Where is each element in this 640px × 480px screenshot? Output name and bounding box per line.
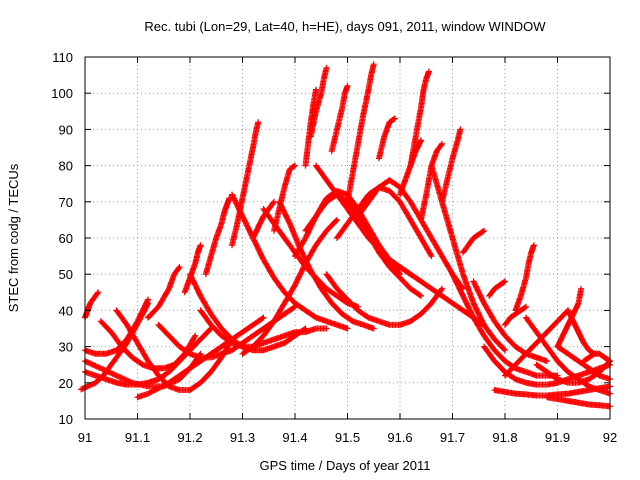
series-27: [323, 271, 445, 328]
y-tick-label: 100: [51, 86, 73, 101]
plus-markers: [554, 343, 613, 383]
plus-markers: [460, 227, 487, 256]
x-tick-label: 91.5: [335, 430, 360, 445]
y-tick-label: 110: [52, 50, 73, 65]
series-23: [307, 64, 330, 140]
data-points: [78, 61, 613, 410]
series-52: [554, 343, 613, 383]
y-tick-label: 20: [59, 376, 73, 391]
x-tick-label: 91.8: [492, 430, 517, 445]
series-9: [155, 303, 298, 361]
plus-markers: [134, 314, 267, 401]
series-53: [580, 350, 613, 365]
series-50: [544, 394, 613, 410]
y-tick-label: 80: [59, 159, 73, 174]
y-tick-label: 60: [59, 231, 73, 246]
x-tick-label: 91.9: [545, 430, 570, 445]
series-7: [134, 314, 267, 401]
chart-title: Rec. tubi (Lon=29, Lat=40, h=HE), days 0…: [144, 19, 546, 34]
series-14: [229, 119, 262, 249]
series-38: [460, 227, 487, 256]
plus-markers: [523, 314, 613, 397]
series-51: [565, 307, 598, 357]
plus-markers: [307, 64, 330, 140]
plus-markers: [145, 264, 183, 321]
x-tick-label: 91: [78, 430, 92, 445]
series-15: [229, 191, 351, 332]
plus-markers: [449, 271, 561, 379]
series-39: [449, 271, 561, 379]
x-tick-label: 91.4: [282, 430, 307, 445]
y-tick-labels: 10 20 30 40 50 60 70 80 90 100 110: [51, 50, 73, 427]
plus-markers: [565, 307, 598, 357]
plus-markers: [202, 195, 233, 278]
x-axis-label: GPS time / Days of year 2011: [260, 458, 431, 473]
plus-markers: [428, 162, 508, 354]
plus-markers: [229, 119, 262, 249]
series-12: [202, 195, 233, 278]
x-tick-label: 92: [603, 430, 617, 445]
x-tick-label: 91.1: [125, 430, 150, 445]
series-30: [376, 115, 398, 162]
plus-markers: [376, 115, 398, 162]
y-tick-label: 90: [59, 122, 73, 137]
series-26: [328, 83, 351, 155]
series-44: [512, 242, 537, 314]
series-43: [502, 303, 529, 328]
y-tick-label: 30: [59, 340, 73, 355]
axis-ticks: [84, 56, 611, 420]
x-tick-label: 91.6: [387, 430, 412, 445]
plus-markers: [486, 278, 508, 299]
plus-markers: [580, 350, 613, 365]
y-axis-label: STEC from codg / TECUs: [6, 163, 21, 312]
plus-markers: [502, 303, 529, 328]
series-8: [145, 264, 183, 321]
series-41: [486, 278, 508, 299]
y-tick-label: 40: [59, 303, 73, 318]
series-28: [344, 61, 377, 205]
x-tick-label: 91.3: [230, 430, 255, 445]
plus-markers: [155, 303, 298, 361]
y-tick-label: 50: [59, 267, 73, 282]
series-34: [407, 68, 432, 169]
series-20: [276, 198, 377, 332]
series-37: [428, 162, 508, 354]
series-47: [523, 314, 613, 397]
plus-markers: [344, 61, 377, 205]
y-tick-label: 70: [59, 195, 73, 210]
plus-markers: [323, 271, 445, 328]
plus-markers: [328, 83, 351, 155]
plus-markers: [407, 68, 432, 169]
y-tick-label: 10: [59, 412, 73, 427]
plus-markers: [512, 242, 537, 314]
x-tick-labels: 91 91.1 91.2 91.3 91.4 91.5 91.6 91.7 91.8 91.9 92: [78, 430, 617, 445]
plus-markers: [229, 191, 351, 332]
x-tick-label: 91.7: [440, 430, 465, 445]
plus-markers: [544, 394, 613, 410]
x-tick-label: 91.2: [177, 430, 202, 445]
plus-markers: [276, 198, 377, 332]
